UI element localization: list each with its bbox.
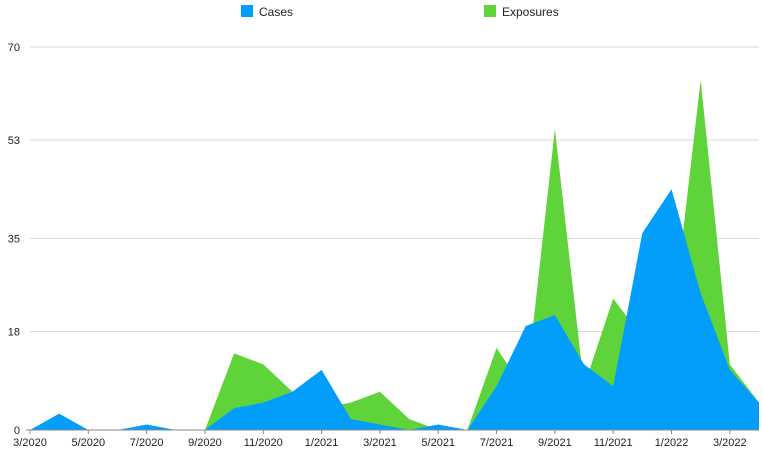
x-tick-label-11: 1/2022 [655, 437, 689, 449]
x-tick-label-3: 9/2020 [188, 437, 222, 449]
legend-swatch-exposures [484, 5, 496, 17]
legend-swatch-cases [241, 5, 253, 17]
x-tick-label-1: 5/2020 [71, 437, 105, 449]
x-tick-label-5: 1/2021 [305, 437, 339, 449]
x-tick-label-0: 3/2020 [13, 437, 47, 449]
x-tick-label-4: 11/2020 [244, 437, 283, 449]
x-tick-label-7: 5/2021 [421, 437, 455, 449]
y-tick-label-3: 53 [8, 135, 20, 147]
y-tick-label-0: 0 [14, 425, 20, 437]
y-tick-label-4: 70 [8, 42, 20, 54]
series-area-exposures [30, 79, 759, 430]
legend-label-cases: Cases [259, 5, 293, 19]
x-tick-label-8: 7/2021 [480, 437, 514, 449]
area-layer [30, 79, 759, 430]
legend-label-exposures: Exposures [502, 5, 559, 19]
x-tick-label-10: 11/2021 [594, 437, 633, 449]
x-tick-label-2: 7/2020 [130, 437, 164, 449]
y-tick-label-1: 18 [8, 327, 20, 339]
x-tick-label-9: 9/2021 [538, 437, 572, 449]
series-area-cases [30, 189, 759, 430]
x-tick-label-12: 3/2022 [713, 437, 747, 449]
legend-item-exposures: Exposures [484, 5, 559, 19]
axis-layer: 0 18 35 53 70 3/2020 5/2020 7/2020 9/2020 11/2020… [8, 42, 759, 449]
legend-item-cases: Cases [241, 5, 293, 19]
x-tick-label-6: 3/2021 [363, 437, 397, 449]
y-tick-label-2: 35 [8, 234, 20, 246]
legend: Cases Exposures [241, 5, 559, 19]
